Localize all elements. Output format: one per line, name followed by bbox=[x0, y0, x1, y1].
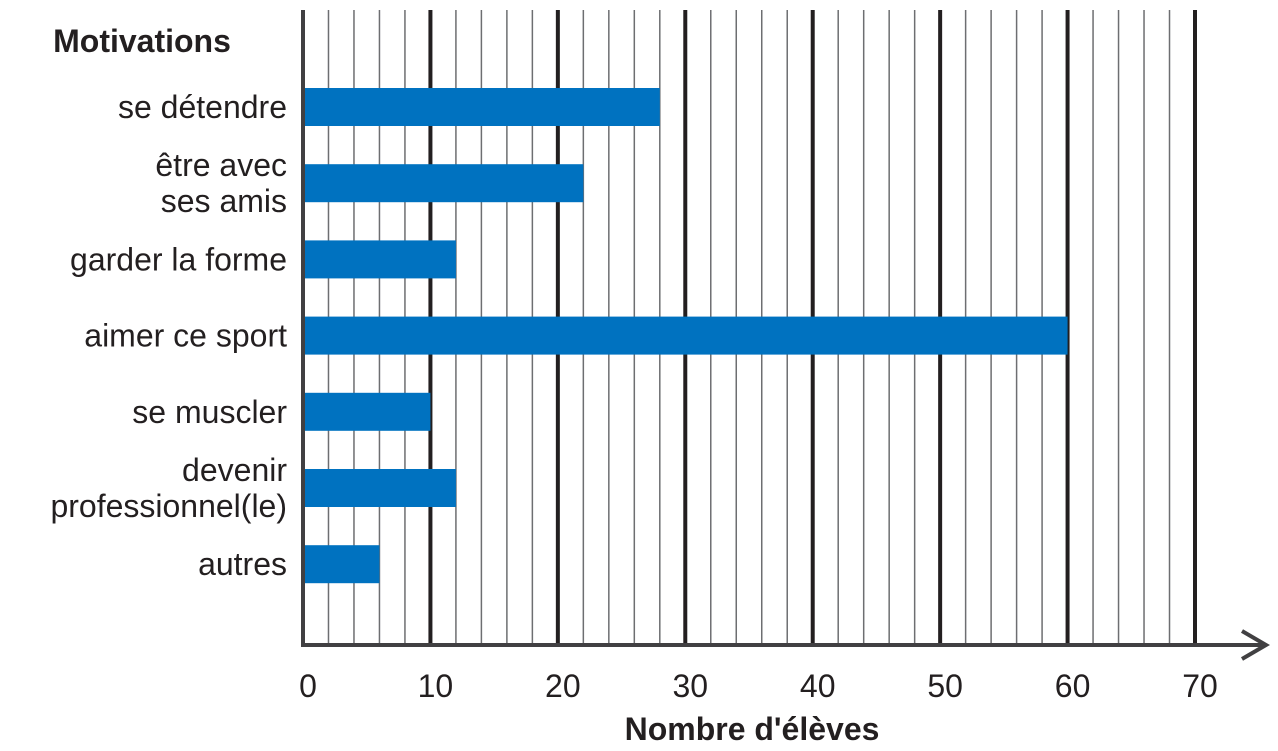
bar bbox=[303, 316, 1068, 355]
category-label: se muscler bbox=[132, 394, 287, 430]
x-axis-arrow-icon bbox=[1240, 629, 1270, 661]
x-tick-label: 30 bbox=[672, 668, 708, 704]
x-axis-title: Nombre d'élèves bbox=[625, 711, 880, 746]
bar bbox=[303, 545, 380, 584]
bar bbox=[303, 88, 660, 126]
category-label: ses amis bbox=[161, 183, 287, 219]
bars-layer bbox=[303, 88, 1068, 584]
x-tick-label: 0 bbox=[299, 668, 317, 704]
x-tick-label: 10 bbox=[418, 668, 454, 704]
x-tick-label: 70 bbox=[1182, 668, 1218, 704]
category-label: autres bbox=[198, 546, 287, 582]
category-label: aimer ce sport bbox=[84, 318, 287, 354]
x-tick-label: 50 bbox=[927, 668, 963, 704]
x-tick-label: 20 bbox=[545, 668, 581, 704]
bar bbox=[303, 392, 431, 431]
x-tick-label: 60 bbox=[1055, 668, 1091, 704]
category-label: garder la forme bbox=[70, 241, 287, 277]
category-label: se détendre bbox=[118, 89, 287, 125]
bar bbox=[303, 469, 456, 507]
category-label: professionnel(le) bbox=[50, 488, 287, 524]
category-label: être avec bbox=[155, 147, 287, 183]
axis-layer bbox=[301, 10, 1270, 661]
bar bbox=[303, 240, 456, 279]
x-tick-label: 40 bbox=[800, 668, 836, 704]
bar bbox=[303, 164, 584, 203]
y-axis-title: Motivations bbox=[53, 23, 231, 59]
category-label: devenir bbox=[182, 452, 287, 488]
